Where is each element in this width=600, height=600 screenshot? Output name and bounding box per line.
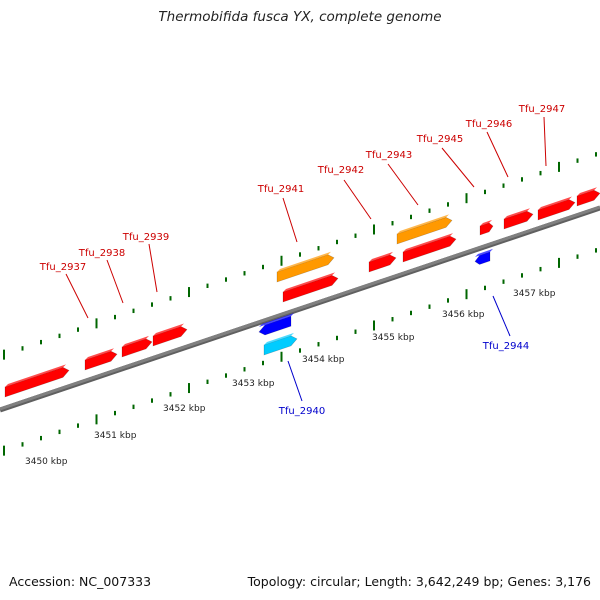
kbp-labels: 3450 kbp 3451 kbp 3452 kbp 3453 kbp 3454 kbp… xyxy=(25,289,556,467)
gene-shape-tfu-2937-top xyxy=(5,364,66,387)
leader-line xyxy=(492,295,511,337)
map-title: Thermobifida fusca YX, complete genome xyxy=(158,9,442,25)
kbp-label: 3455 kbp xyxy=(372,333,415,343)
upper-tick-marks xyxy=(3,152,597,360)
gene-shape-tfu-2939b-top xyxy=(153,323,184,336)
feature-shape-tfu-2941-top xyxy=(277,251,331,272)
gene-label: Tfu_2944 xyxy=(482,341,529,352)
gene-shape-tfu-2940 xyxy=(258,315,292,336)
gene-label: Tfu_2937 xyxy=(39,262,86,273)
gene-shape-tfu-2942 xyxy=(368,254,397,273)
gene-labels: Tfu_2937 Tfu_2938 Tfu_2939 Tfu_2940 Tfu_2941… xyxy=(39,104,565,417)
gene-shape-tfu-2945-top xyxy=(480,219,493,226)
gene-label: Tfu_2939 xyxy=(122,232,169,243)
gene-shape-tfu-2942-top xyxy=(369,251,393,262)
gene-shape-tfu-2939a xyxy=(121,338,153,358)
gene-shape-tfu-2944-top xyxy=(475,248,493,257)
gene-features xyxy=(4,187,600,398)
kbp-label: 3451 kbp xyxy=(94,431,137,441)
gene-shape-tfu-2943-top xyxy=(403,233,453,252)
gene-label: Tfu_2947 xyxy=(518,104,565,115)
gene-shape-tfu-2944 xyxy=(474,251,491,265)
gene-shape-tfu-2945 xyxy=(479,222,494,236)
gene-shape-tfu-2946 xyxy=(503,210,534,230)
feature-shape-tfu-2943-top xyxy=(397,214,449,234)
gene-shape-tfu-2939a-top xyxy=(122,335,149,347)
gene-label: Tfu_2942 xyxy=(317,165,364,176)
kbp-label: 3456 kbp xyxy=(442,310,485,320)
leader-line xyxy=(343,179,372,220)
backbone-line-highlight xyxy=(0,205,600,411)
leader-line xyxy=(287,360,303,402)
gene-label: Tfu_2941 xyxy=(257,184,304,195)
label-leader-lines xyxy=(65,116,547,402)
gene-shape-tfu-2940-top xyxy=(259,313,294,327)
leader-line xyxy=(543,116,547,167)
accession-text: Accession: NC_007333 xyxy=(9,574,152,589)
gene-shape-tfu-2938-top xyxy=(85,348,114,360)
gene-label: Tfu_2946 xyxy=(465,119,512,130)
lower-tick-marks xyxy=(3,248,597,456)
leader-line xyxy=(148,243,158,293)
leader-line xyxy=(486,131,509,178)
feature-shape-tfu-2940-top xyxy=(264,332,294,345)
leader-line xyxy=(387,163,419,206)
gene-shape-tfu-2947b xyxy=(576,189,600,207)
genome-stats-text: Topology: circular; Length: 3,642,249 bp… xyxy=(247,574,591,589)
leader-line xyxy=(282,197,298,243)
kbp-label: 3457 kbp xyxy=(513,289,556,299)
gene-label: Tfu_2940 xyxy=(278,406,325,417)
leader-line xyxy=(441,147,475,188)
gene-shape-tfu-2938 xyxy=(84,350,118,371)
gene-shape-tfu-2947a-top xyxy=(538,196,572,210)
kbp-label: 3452 kbp xyxy=(163,404,206,414)
gene-label: Tfu_2945 xyxy=(416,134,463,145)
kbp-label: 3453 kbp xyxy=(232,379,275,389)
feature-shape-tfu-2943 xyxy=(396,217,453,245)
kbp-label: 3450 kbp xyxy=(25,457,68,467)
gene-shape-tfu-2947b-top xyxy=(577,187,597,196)
gene-shape-tfu-2946-top xyxy=(504,208,530,219)
gene-label: Tfu_2938 xyxy=(78,248,125,259)
kbp-label: 3454 kbp xyxy=(302,355,345,365)
gene-shape-tfu-2941 xyxy=(282,275,339,303)
gene-shape-tfu-2941-top xyxy=(283,272,335,292)
gene-label: Tfu_2943 xyxy=(365,150,412,161)
genome-backbone xyxy=(0,205,600,413)
leader-line xyxy=(106,259,124,304)
leader-line xyxy=(65,273,89,319)
